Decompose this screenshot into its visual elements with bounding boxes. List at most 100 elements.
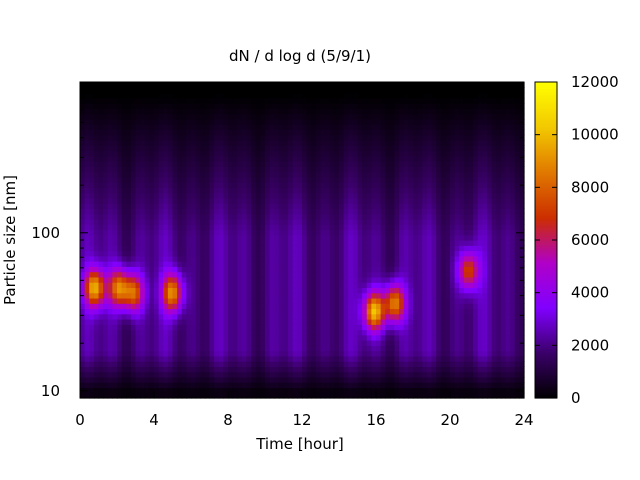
heatmap-cell <box>140 355 146 362</box>
heatmap-cell <box>144 313 150 320</box>
heatmap-cell <box>306 234 312 241</box>
heatmap-cell <box>450 366 456 373</box>
heatmap-cell <box>126 266 132 273</box>
heatmap-cell <box>177 124 183 130</box>
heatmap-cell <box>426 361 433 367</box>
heatmap-cell <box>417 382 423 389</box>
heatmap-cell <box>89 161 95 167</box>
heatmap-cell <box>426 224 433 231</box>
heatmap-cell <box>311 113 317 120</box>
heatmap-cell <box>440 182 446 188</box>
heatmap-cell <box>154 150 160 157</box>
heatmap-cell <box>209 166 215 173</box>
heatmap-cell <box>232 113 238 120</box>
heatmap-cell <box>426 366 433 373</box>
heatmap-cell <box>413 166 419 173</box>
heatmap-cell <box>209 255 215 262</box>
heatmap-cell <box>241 382 248 389</box>
heatmap-cell <box>376 392 382 399</box>
heatmap-cell <box>218 324 224 331</box>
heatmap-cell <box>445 340 451 346</box>
heatmap-cell <box>357 240 363 246</box>
heatmap-cell <box>311 182 317 188</box>
heatmap-cell <box>149 392 155 399</box>
heatmap-cell <box>241 266 248 273</box>
heatmap-cell <box>371 345 377 352</box>
heatmap-cell <box>274 82 280 88</box>
heatmap-cell <box>454 361 460 367</box>
heatmap-cell <box>325 224 331 231</box>
heatmap-cell <box>154 350 160 357</box>
heatmap-cell <box>371 255 377 262</box>
heatmap-cell <box>403 166 409 173</box>
heatmap-cell <box>306 166 312 173</box>
heatmap-cell <box>329 203 335 209</box>
heatmap-cell <box>315 361 322 367</box>
heatmap-cell <box>103 319 109 325</box>
heatmap-cell <box>278 97 285 104</box>
heatmap-cell <box>121 334 127 341</box>
heatmap-cell <box>126 350 132 357</box>
heatmap-cell <box>140 129 146 136</box>
heatmap-cell <box>422 329 428 336</box>
heatmap-cell <box>84 139 90 146</box>
heatmap-cell <box>112 139 118 146</box>
heatmap-cell <box>89 171 95 178</box>
heatmap-cell <box>204 350 211 357</box>
heatmap-cell <box>380 108 386 115</box>
heatmap-cell <box>302 192 308 199</box>
heatmap-cell <box>177 213 183 220</box>
heatmap-cell <box>98 108 104 115</box>
heatmap-cell <box>394 192 400 199</box>
heatmap-cell <box>385 87 391 94</box>
heatmap-cell <box>265 150 271 157</box>
heatmap-cell <box>228 161 234 167</box>
heatmap-cell <box>158 208 164 215</box>
heatmap-cell <box>84 266 90 273</box>
heatmap-cell <box>306 392 312 399</box>
heatmap-cell <box>431 145 437 152</box>
heatmap-cell <box>186 208 192 215</box>
heatmap-cell <box>436 361 442 367</box>
heatmap-cell <box>426 118 433 125</box>
heatmap-cell <box>325 271 331 278</box>
heatmap-cell <box>389 113 396 120</box>
heatmap-cell <box>237 213 243 220</box>
heatmap-cell <box>251 129 257 136</box>
heatmap-cell <box>339 371 345 378</box>
heatmap-cell <box>214 308 220 315</box>
heatmap-cell <box>343 161 349 167</box>
heatmap-cell <box>195 266 201 273</box>
heatmap-cell <box>177 261 183 267</box>
heatmap-cell <box>403 324 409 331</box>
heatmap-cell <box>232 308 238 315</box>
heatmap-cell <box>93 134 100 141</box>
heatmap-cell <box>399 145 405 152</box>
heatmap-cell <box>436 392 442 399</box>
heatmap-cell <box>385 261 391 267</box>
heatmap-cell <box>436 192 442 199</box>
heatmap-cell <box>130 271 137 278</box>
heatmap-cell <box>117 129 123 136</box>
heatmap-cell <box>325 313 331 320</box>
heatmap-cell <box>84 361 90 367</box>
heatmap-cell <box>103 297 109 304</box>
heatmap-cell <box>121 297 127 304</box>
heatmap-cell <box>154 124 160 130</box>
heatmap-cell <box>431 229 437 236</box>
heatmap-cell <box>315 108 322 115</box>
heatmap-cell <box>191 224 197 231</box>
heatmap-cell <box>181 229 187 236</box>
heatmap-cell <box>343 345 349 352</box>
heatmap-cell <box>163 155 169 162</box>
heatmap-cell <box>431 124 437 130</box>
heatmap-cell <box>366 250 372 257</box>
heatmap-cell <box>454 118 460 125</box>
heatmap-cell <box>394 139 400 146</box>
heatmap-cell <box>339 350 345 357</box>
heatmap-cell <box>292 376 298 383</box>
heatmap-cell <box>292 229 298 236</box>
heatmap-cell <box>154 171 160 178</box>
heatmap-cell <box>163 329 169 336</box>
heatmap-cell <box>260 319 266 325</box>
